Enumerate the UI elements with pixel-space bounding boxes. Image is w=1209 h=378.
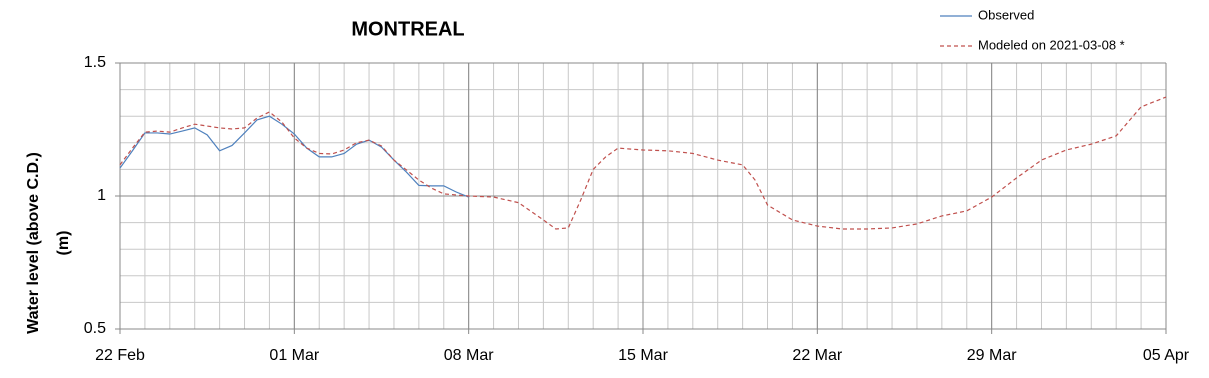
y-tick-label: 1 [97,187,106,204]
y-axis-label: Water level (above C.D.) (m) [25,152,72,334]
chart-title: MONTREAL [351,18,464,40]
y-tick-label: 0.5 [84,320,106,337]
y-axis-label-line: Water level (above C.D.) [25,152,42,334]
y-tick-label: 1.5 [84,54,106,71]
x-tick-label: 22 Feb [95,347,145,364]
x-tick-label: 22 Mar [792,347,842,364]
x-tick-label: 29 Mar [967,347,1017,364]
x-tick-label: 05 Apr [1143,347,1190,364]
legend-label: Observed [978,7,1034,22]
series-line [119,115,469,198]
x-tick-label: 01 Mar [269,347,319,364]
x-tick-label: 08 Mar [444,347,494,364]
series-line [119,96,1167,230]
x-tick-label: 15 Mar [618,347,668,364]
legend-label: Modeled on 2021-03-08 * [978,37,1125,52]
y-axis-label-line: (m) [55,231,72,256]
